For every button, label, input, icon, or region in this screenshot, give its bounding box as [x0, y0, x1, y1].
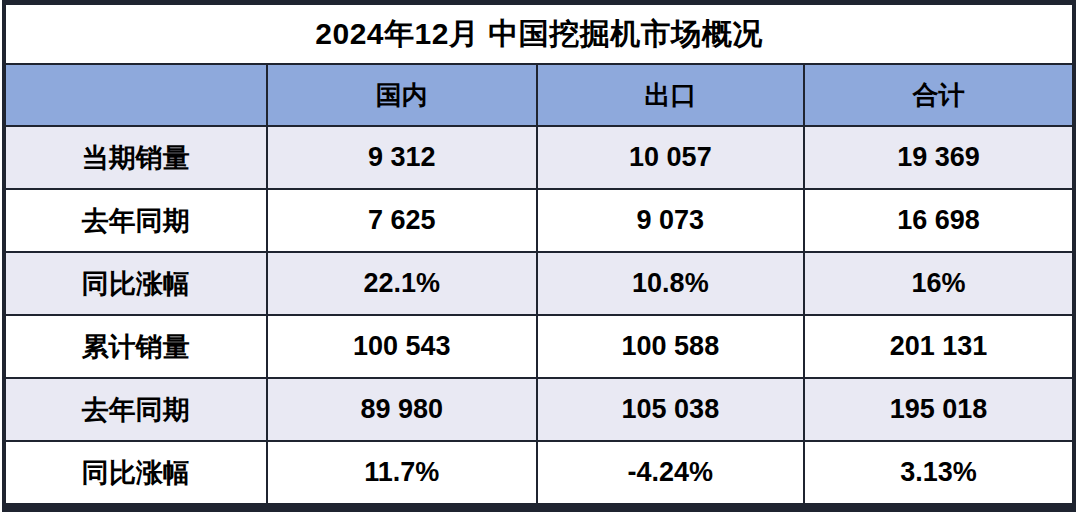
- table-row: 去年同期 89 980 105 038 195 018: [5, 378, 1073, 441]
- column-header-domestic: 国内: [267, 64, 537, 126]
- cell-value: 22.1%: [267, 252, 537, 315]
- cell-value: -4.24%: [537, 441, 804, 504]
- table-row: 同比涨幅 11.7% -4.24% 3.13%: [5, 441, 1073, 504]
- cell-value: 16%: [804, 252, 1073, 315]
- table-row: 去年同期 7 625 9 073 16 698: [5, 189, 1073, 252]
- row-label: 同比涨幅: [5, 252, 267, 315]
- cell-value: 19 369: [804, 126, 1073, 189]
- cell-value: 201 131: [804, 315, 1073, 378]
- market-overview-table: 2024年12月 中国挖掘机市场概况 国内 出口 合计 当期销量 9 312 1…: [4, 3, 1074, 505]
- excavator-market-table: 2024年12月 中国挖掘机市场概况 国内 出口 合计 当期销量 9 312 1…: [2, 0, 1076, 512]
- row-label: 去年同期: [5, 189, 267, 252]
- cell-value: 100 588: [537, 315, 804, 378]
- cell-value: 10.8%: [537, 252, 804, 315]
- cell-value: 3.13%: [804, 441, 1073, 504]
- cell-value: 16 698: [804, 189, 1073, 252]
- cell-value: 9 073: [537, 189, 804, 252]
- column-header-empty: [5, 64, 267, 126]
- cell-value: 9 312: [267, 126, 537, 189]
- row-label: 当期销量: [5, 126, 267, 189]
- row-label: 累计销量: [5, 315, 267, 378]
- cell-value: 10 057: [537, 126, 804, 189]
- cell-value: 100 543: [267, 315, 537, 378]
- cell-value: 105 038: [537, 378, 804, 441]
- column-header-total: 合计: [804, 64, 1073, 126]
- table-row: 同比涨幅 22.1% 10.8% 16%: [5, 252, 1073, 315]
- column-header-export: 出口: [537, 64, 804, 126]
- cell-value: 195 018: [804, 378, 1073, 441]
- table-title: 2024年12月 中国挖掘机市场概况: [5, 4, 1073, 64]
- table-row: 当期销量 9 312 10 057 19 369: [5, 126, 1073, 189]
- row-label: 同比涨幅: [5, 441, 267, 504]
- cell-value: 89 980: [267, 378, 537, 441]
- row-label: 去年同期: [5, 378, 267, 441]
- cell-value: 11.7%: [267, 441, 537, 504]
- table-row: 累计销量 100 543 100 588 201 131: [5, 315, 1073, 378]
- column-header-row: 国内 出口 合计: [5, 64, 1073, 126]
- title-row: 2024年12月 中国挖掘机市场概况: [5, 4, 1073, 64]
- cell-value: 7 625: [267, 189, 537, 252]
